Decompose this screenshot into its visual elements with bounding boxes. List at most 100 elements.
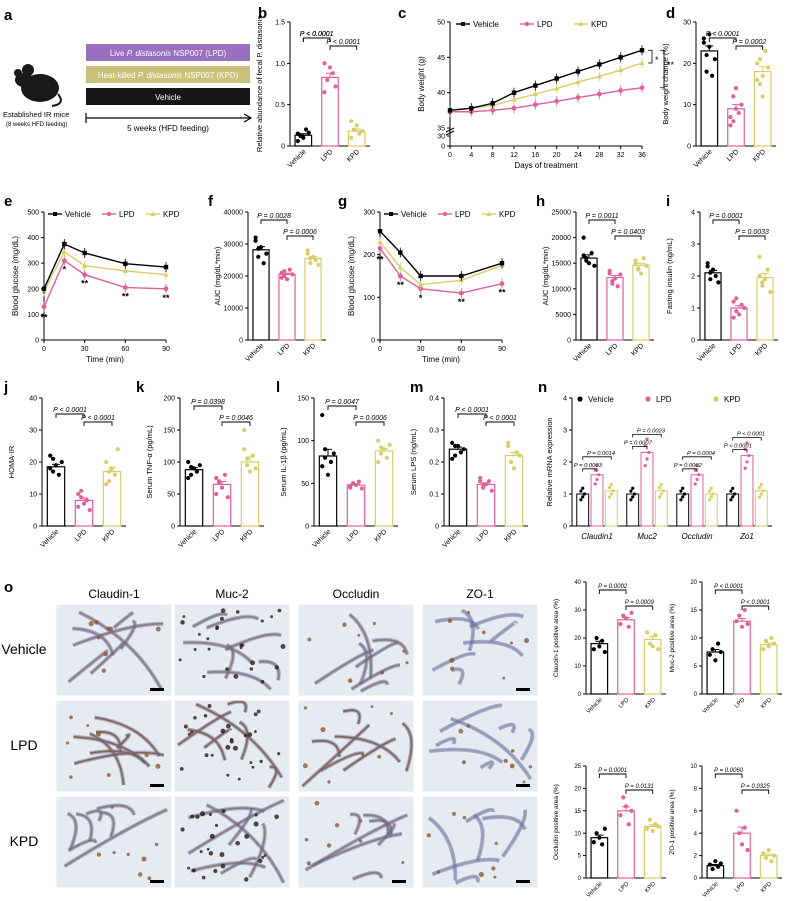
tissue-stain xyxy=(207,671,272,690)
legend-marker xyxy=(150,211,156,216)
bar-kpd xyxy=(632,264,650,341)
significance-marker: ** xyxy=(40,313,48,323)
p-value-label: P = 0.0046 xyxy=(219,415,253,422)
tissue-stain xyxy=(490,621,517,642)
data-point xyxy=(718,649,723,655)
tissue-fold xyxy=(501,809,528,858)
y-tick-label: 0 xyxy=(371,337,375,344)
significance-bracket xyxy=(582,456,612,460)
stained-cell xyxy=(240,643,245,648)
legend-label: KPD xyxy=(499,210,516,219)
tissue-stain xyxy=(498,723,515,734)
y-tick-label: 0 xyxy=(694,692,698,698)
stained-cell xyxy=(494,841,498,846)
significance-bracket xyxy=(648,49,653,64)
data-point xyxy=(747,454,751,458)
data-marker xyxy=(61,249,67,254)
p-value-label: P = 0.0001 xyxy=(709,213,743,220)
data-point xyxy=(707,32,712,37)
data-marker xyxy=(377,245,383,251)
histology-image xyxy=(55,603,173,697)
p-value-label: P = 0.0011 xyxy=(585,213,618,220)
x-tick-label: LPD xyxy=(605,342,620,357)
data-point xyxy=(763,48,768,54)
data-point xyxy=(305,251,310,256)
stained-cell xyxy=(357,633,361,637)
data-point xyxy=(48,466,53,471)
p-value-label: P = 0.0002 xyxy=(674,463,703,469)
data-point xyxy=(645,630,650,635)
histology-image xyxy=(297,603,415,697)
panel-letter-f: f xyxy=(208,193,214,210)
data-point xyxy=(769,635,774,641)
tissue-stain xyxy=(96,804,135,816)
y-tick-label: 20 xyxy=(574,787,581,793)
y-tick-label: 25 xyxy=(574,764,581,770)
stained-cell xyxy=(191,868,196,873)
y-tick-label: 8 xyxy=(694,787,698,793)
data-point xyxy=(256,246,261,251)
y-tick-label: 0.2 xyxy=(429,459,439,466)
stained-cell xyxy=(503,758,508,764)
data-point xyxy=(755,77,760,82)
data-point xyxy=(631,495,635,499)
significance-bracket xyxy=(625,789,654,794)
y-tick-label: 0 xyxy=(35,337,39,344)
data-point xyxy=(766,847,771,853)
y-axis-label: AUC (mg/dL*min) xyxy=(541,246,550,305)
image-border xyxy=(421,795,539,889)
data-point xyxy=(629,610,634,615)
bar-lpd xyxy=(733,620,751,695)
y-tick-label: 100 xyxy=(297,438,309,445)
stained-cell xyxy=(342,622,347,627)
y-tick-label: 45 xyxy=(437,55,445,62)
stained-cell xyxy=(206,637,210,641)
bar-kpd xyxy=(759,644,778,695)
data-point xyxy=(51,456,56,461)
significance-bracket xyxy=(708,37,737,42)
data-marker xyxy=(575,95,581,101)
data-point xyxy=(581,486,585,490)
x-tick-label: Claudin1 xyxy=(581,532,613,541)
data-point xyxy=(656,647,661,652)
data-point xyxy=(708,270,713,275)
p-value-label: P = 0.0131 xyxy=(625,784,654,790)
data-point xyxy=(731,299,736,304)
data-point xyxy=(657,495,662,499)
stained-cell xyxy=(466,724,471,728)
y-tick-label: 30 xyxy=(29,427,37,434)
tissue-stain xyxy=(258,660,280,681)
significance-bracket xyxy=(588,219,616,224)
legend-marker xyxy=(578,21,584,26)
x-tick-label: LPD xyxy=(734,881,747,894)
data-point xyxy=(713,658,718,663)
data-point xyxy=(763,855,769,860)
significance-bracket xyxy=(260,219,288,224)
data-marker xyxy=(398,250,403,255)
data-point xyxy=(621,613,626,618)
tissue-fold xyxy=(431,857,500,877)
tissue-stain xyxy=(227,700,247,713)
stained-cell xyxy=(347,678,353,683)
tissue-stain xyxy=(220,857,257,875)
data-point xyxy=(629,489,633,493)
chart-d: 0 10 20 30 Body weight change (%) Vehicle LPD K… xyxy=(661,19,776,169)
image-border xyxy=(55,603,173,697)
significance-marker: * xyxy=(63,265,67,275)
data-point xyxy=(506,440,511,445)
stained-cell xyxy=(214,823,219,827)
stained-cell xyxy=(522,780,526,784)
x-tick-label: LPD xyxy=(618,881,631,894)
data-point xyxy=(316,262,321,267)
tissue-stain xyxy=(305,814,408,871)
tissue-stain xyxy=(439,704,503,733)
stained-cell xyxy=(69,775,73,779)
data-point xyxy=(609,492,613,496)
data-point xyxy=(301,135,306,140)
tissue-stain xyxy=(190,862,266,872)
legend-label: LPD xyxy=(455,210,471,219)
y-tick-label: 0 xyxy=(435,523,439,530)
stained-cell xyxy=(183,724,188,729)
stained-cell xyxy=(244,833,250,839)
